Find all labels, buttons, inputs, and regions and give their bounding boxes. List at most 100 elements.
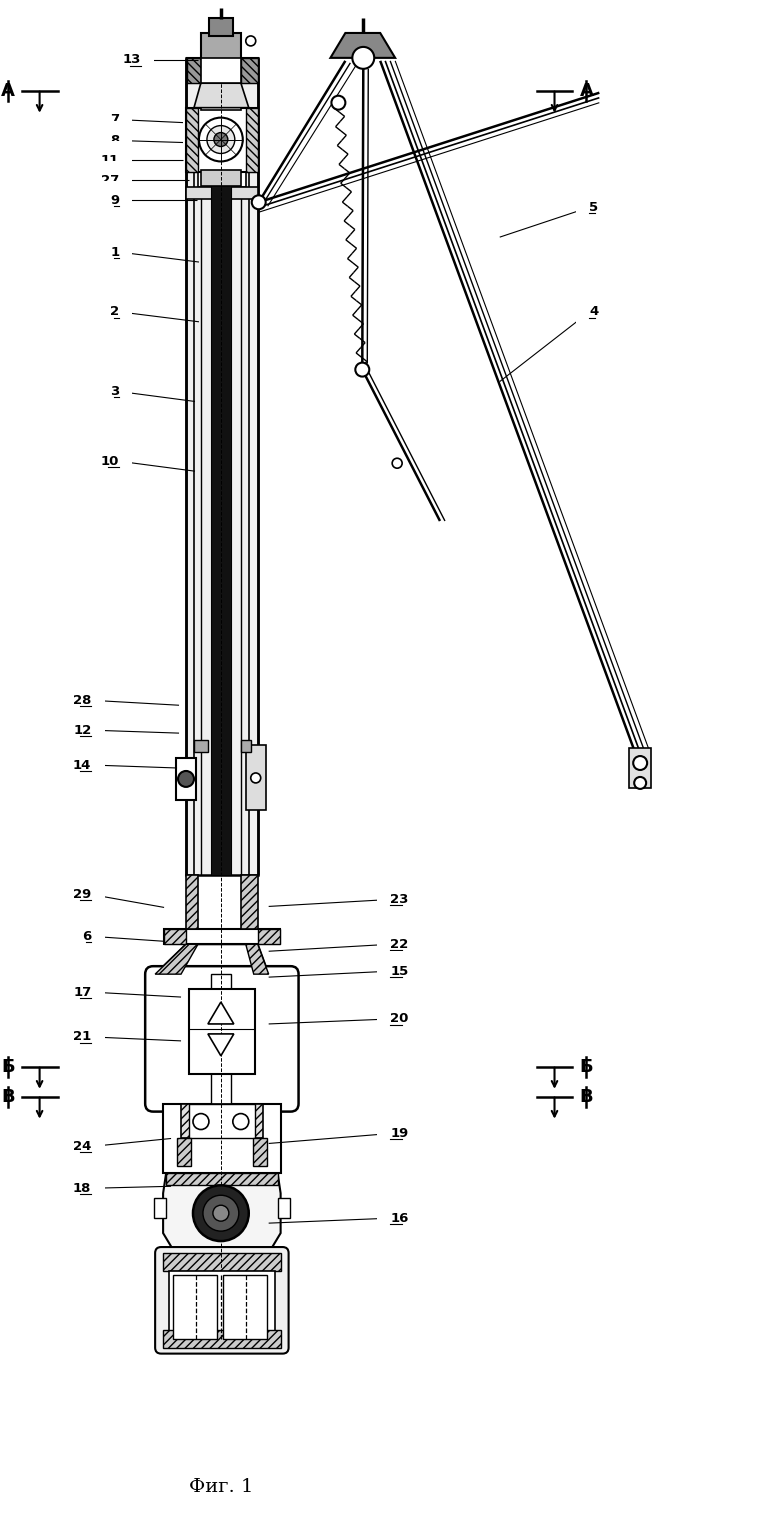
Bar	[278, 1198, 289, 1218]
Bar	[194, 741, 208, 753]
Polygon shape	[246, 944, 268, 975]
Text: 8: 8	[110, 135, 119, 147]
Polygon shape	[331, 34, 395, 58]
Bar	[181, 1103, 263, 1138]
Bar	[189, 1103, 255, 1138]
Circle shape	[214, 133, 228, 147]
Text: 21: 21	[73, 1030, 91, 1043]
Bar	[189, 988, 255, 1074]
FancyBboxPatch shape	[155, 1247, 289, 1354]
Text: 1: 1	[110, 246, 119, 259]
Text: 10: 10	[101, 454, 119, 468]
Polygon shape	[155, 944, 268, 975]
Polygon shape	[246, 107, 257, 173]
Bar	[176, 757, 196, 800]
Polygon shape	[164, 929, 280, 944]
Text: 28: 28	[73, 693, 91, 707]
Text: 2: 2	[110, 306, 119, 318]
Circle shape	[213, 1206, 229, 1221]
Bar	[177, 1138, 191, 1166]
Circle shape	[332, 96, 346, 110]
Text: Фиг. 1: Фиг. 1	[189, 1478, 253, 1496]
Text: 19: 19	[390, 1128, 409, 1140]
Text: Б: Б	[1, 1057, 15, 1076]
Text: Б: Б	[580, 1057, 594, 1076]
Bar	[201, 34, 241, 60]
Bar	[629, 748, 651, 788]
Text: 23: 23	[390, 894, 409, 906]
Circle shape	[634, 777, 646, 789]
Polygon shape	[164, 929, 186, 944]
Text: А: А	[1, 81, 15, 99]
Bar	[163, 1330, 281, 1348]
Text: 4: 4	[590, 306, 598, 318]
Bar	[211, 67, 231, 875]
Text: 9: 9	[110, 194, 119, 207]
Text: А: А	[580, 81, 594, 99]
Bar	[201, 83, 241, 110]
Polygon shape	[208, 1002, 234, 1024]
Circle shape	[193, 1186, 249, 1241]
Text: 14: 14	[73, 759, 91, 771]
Polygon shape	[194, 83, 249, 107]
Text: 6: 6	[82, 930, 91, 942]
Bar	[173, 1274, 217, 1339]
Bar	[211, 975, 231, 1103]
Circle shape	[633, 756, 647, 770]
Circle shape	[392, 459, 402, 468]
Circle shape	[252, 196, 266, 210]
Circle shape	[356, 363, 369, 376]
Bar	[187, 58, 257, 83]
Polygon shape	[155, 944, 198, 975]
Polygon shape	[186, 875, 198, 929]
Text: 16: 16	[390, 1212, 409, 1224]
Circle shape	[246, 35, 256, 46]
Text: 11: 11	[101, 155, 119, 167]
Bar	[154, 1198, 166, 1218]
Circle shape	[178, 771, 194, 786]
Circle shape	[232, 1114, 249, 1129]
Circle shape	[193, 1114, 209, 1129]
Polygon shape	[241, 58, 257, 83]
Bar	[223, 1274, 267, 1339]
Polygon shape	[257, 929, 280, 944]
Text: 12: 12	[73, 724, 91, 736]
Polygon shape	[163, 1174, 281, 1253]
Text: 7: 7	[110, 113, 119, 125]
Text: 15: 15	[390, 965, 409, 978]
Bar	[163, 1253, 281, 1271]
Polygon shape	[208, 1034, 234, 1056]
Text: В: В	[580, 1088, 594, 1106]
Polygon shape	[166, 1174, 278, 1186]
Text: В: В	[1, 1088, 15, 1106]
Bar	[186, 58, 257, 875]
Bar	[209, 18, 232, 35]
Circle shape	[203, 1195, 239, 1232]
Polygon shape	[186, 107, 198, 173]
Circle shape	[207, 125, 235, 153]
Text: 24: 24	[73, 1140, 91, 1154]
Text: 29: 29	[73, 887, 91, 901]
Text: 27: 27	[101, 174, 119, 187]
Circle shape	[353, 47, 374, 69]
Polygon shape	[163, 1103, 281, 1174]
Text: 3: 3	[110, 386, 119, 398]
Polygon shape	[187, 58, 201, 83]
Bar	[253, 1138, 267, 1166]
Circle shape	[199, 118, 243, 162]
Polygon shape	[198, 107, 246, 193]
Bar	[201, 170, 241, 187]
Bar	[169, 1271, 275, 1343]
Circle shape	[250, 773, 261, 783]
Text: 22: 22	[390, 938, 409, 950]
Text: 5: 5	[590, 200, 598, 214]
Bar	[246, 745, 266, 809]
Polygon shape	[241, 875, 257, 929]
Bar	[186, 107, 257, 173]
Text: 13: 13	[122, 54, 141, 66]
Text: 20: 20	[390, 1013, 409, 1025]
Bar	[201, 58, 241, 83]
Text: 17: 17	[73, 985, 91, 999]
FancyBboxPatch shape	[145, 965, 299, 1112]
Text: 18: 18	[73, 1181, 91, 1195]
